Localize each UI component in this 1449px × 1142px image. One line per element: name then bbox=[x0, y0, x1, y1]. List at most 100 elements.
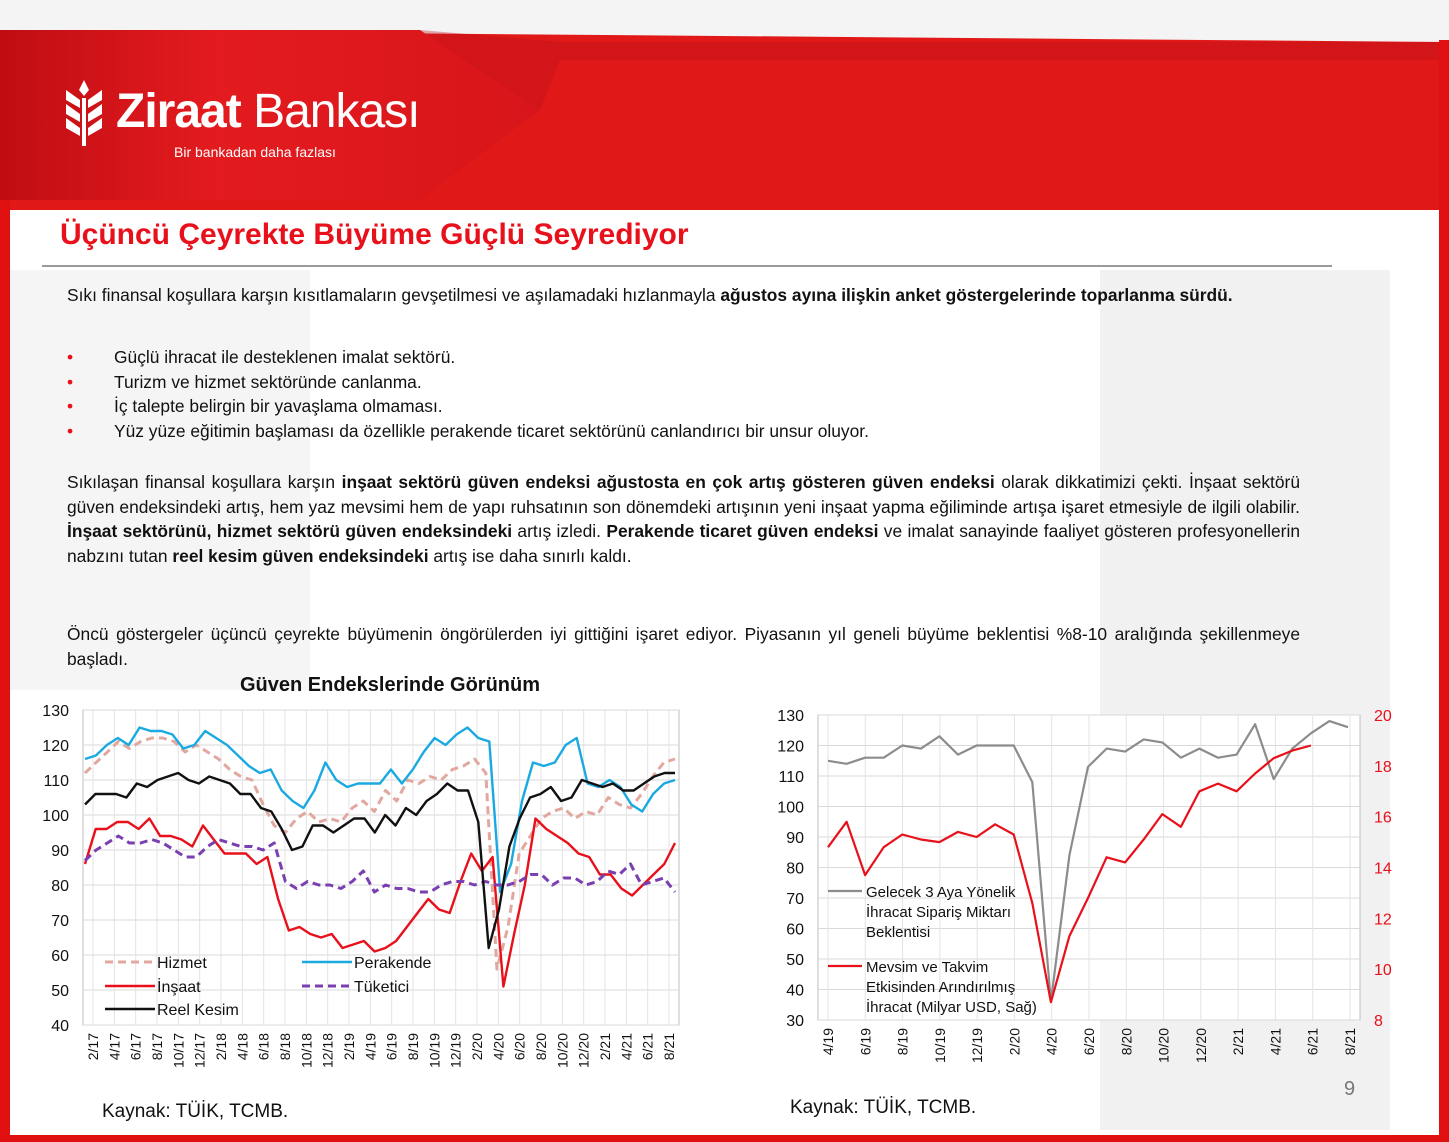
x-tick-label: 2/20 bbox=[1006, 1028, 1022, 1055]
y-right-tick-label: 12 bbox=[1374, 911, 1392, 928]
x-tick-label: 12/20 bbox=[576, 1033, 592, 1068]
y-right-tick-label: 14 bbox=[1374, 861, 1392, 878]
x-tick-label: 6/20 bbox=[512, 1033, 528, 1060]
page-title: Üçüncü Çeyrekte Büyüme Güçlü Seyrediyor bbox=[60, 218, 689, 251]
frame-bottom bbox=[0, 1134, 1449, 1142]
y-tick-label: 100 bbox=[42, 808, 69, 825]
x-tick-label: 10/18 bbox=[298, 1033, 314, 1068]
x-tick-label: 12/20 bbox=[1193, 1028, 1209, 1063]
plot-area bbox=[82, 709, 680, 1026]
y-left-tick-label: 80 bbox=[786, 861, 804, 878]
y-tick-label: 110 bbox=[43, 773, 69, 790]
y-right-tick-label: 10 bbox=[1374, 962, 1392, 979]
x-tick-label: 2/19 bbox=[341, 1033, 357, 1060]
x-tick-label: 4/20 bbox=[1044, 1028, 1060, 1055]
x-tick-label: 6/18 bbox=[256, 1033, 272, 1060]
y-tick-label: 120 bbox=[42, 738, 69, 755]
legend-label: Gelecek 3 Aya Yönelik bbox=[866, 884, 1016, 901]
construction-paragraph: Sıkılaşan finansal koşullara karşın inşa… bbox=[67, 472, 1300, 566]
x-tick-label: 8/17 bbox=[149, 1033, 165, 1060]
x-tick-label: 2/21 bbox=[597, 1033, 613, 1060]
y-tick-label: 80 bbox=[51, 878, 69, 895]
x-tick-label: 6/17 bbox=[128, 1033, 144, 1060]
y-left-tick-label: 50 bbox=[786, 952, 804, 969]
y-left-tick-label: 100 bbox=[777, 800, 804, 817]
x-tick-label: 8/18 bbox=[277, 1033, 293, 1060]
y-left-tick-label: 70 bbox=[786, 891, 804, 908]
x-tick-label: 4/20 bbox=[490, 1033, 506, 1060]
wheat-logo-icon bbox=[66, 80, 102, 146]
x-tick-label: 4/21 bbox=[618, 1033, 634, 1060]
left-chart-title: Güven Endekslerinde Görünüm bbox=[239, 674, 541, 696]
y-left-tick-label: 40 bbox=[786, 983, 804, 1000]
x-tick-label: 4/21 bbox=[1267, 1028, 1283, 1055]
bullet-list: Güçlü ihracat ile desteklenen imalat sek… bbox=[67, 345, 1300, 443]
title-divider bbox=[42, 265, 1332, 267]
source-left: Kaynak: TÜİK, TCMB. bbox=[102, 1101, 289, 1122]
series-line-reel-kesim bbox=[84, 771, 675, 950]
x-tick-label: 12/17 bbox=[192, 1033, 208, 1068]
x-tick-label: 10/19 bbox=[932, 1028, 948, 1063]
y-left-tick-label: 60 bbox=[786, 922, 804, 939]
y-left-tick-label: 110 bbox=[778, 769, 804, 786]
x-tick-label: 8/20 bbox=[533, 1033, 549, 1060]
x-tick-label: 8/21 bbox=[1342, 1028, 1358, 1055]
logo-wordmark: Ziraat Bankası bbox=[116, 85, 421, 138]
legend-label: Tüketici bbox=[354, 979, 409, 996]
x-tick-label: 4/17 bbox=[106, 1033, 122, 1060]
y-left-tick-label: 120 bbox=[777, 739, 804, 756]
y-tick-label: 40 bbox=[51, 1018, 69, 1035]
y-tick-label: 60 bbox=[51, 948, 69, 965]
legend-label: İhracat (Milyar USD, Sağ) bbox=[866, 998, 1037, 1016]
y-left-tick-label: 30 bbox=[786, 1013, 804, 1030]
y-right-tick-label: 8 bbox=[1374, 1013, 1383, 1030]
x-tick-label: 2/17 bbox=[85, 1033, 101, 1060]
x-tick-label: 12/19 bbox=[969, 1028, 985, 1063]
y-left-tick-label: 90 bbox=[786, 830, 804, 847]
header-band bbox=[0, 0, 1449, 210]
page-number: 9 bbox=[1344, 1078, 1356, 1100]
x-tick-label: 2/18 bbox=[213, 1033, 229, 1060]
bullet-item: Yüz yüze eğitimin başlaması da özellikle… bbox=[67, 419, 1300, 444]
x-tick-label: 12/19 bbox=[448, 1033, 464, 1068]
frame-right bbox=[1439, 40, 1449, 1142]
y-right-tick-label: 18 bbox=[1374, 759, 1392, 776]
legend-label: Reel Kesim bbox=[157, 1002, 239, 1019]
bullet-item: Güçlü ihracat ile desteklenen imalat sek… bbox=[67, 345, 1300, 370]
logo-tagline: Bir bankadan daha fazlası bbox=[174, 144, 336, 160]
legend-label: Hizmet bbox=[157, 955, 207, 972]
x-tick-label: 4/19 bbox=[820, 1028, 836, 1055]
legend-label: İhracat Sipariş Miktarı bbox=[866, 903, 1011, 921]
leading-indicators-paragraph: Öncü göstergeler üçüncü çeyrekte büyümen… bbox=[67, 624, 1300, 669]
series-line-exports bbox=[827, 744, 1312, 1004]
intro-paragraph: Sıkı finansal koşullara karşın kısıtlama… bbox=[67, 285, 1233, 305]
y-tick-label: 50 bbox=[51, 983, 69, 1000]
legend-label: Beklentisi bbox=[866, 924, 930, 941]
bullet-item: Turizm ve hizmet sektöründe canlanma. bbox=[67, 370, 1300, 395]
series-line-i-nşaat bbox=[83, 817, 677, 988]
x-tick-label: 4/18 bbox=[234, 1033, 250, 1060]
legend-label: İnşaat bbox=[157, 977, 201, 996]
series-line-hizmet bbox=[83, 736, 676, 971]
y-left-tick-label: 130 bbox=[777, 708, 804, 725]
y-tick-label: 70 bbox=[51, 913, 69, 930]
x-tick-label: 10/17 bbox=[170, 1033, 186, 1068]
x-tick-label: 2/21 bbox=[1230, 1028, 1246, 1055]
x-tick-label: 6/19 bbox=[384, 1033, 400, 1060]
x-tick-label: 2/20 bbox=[469, 1033, 485, 1060]
y-tick-label: 130 bbox=[42, 703, 69, 720]
x-tick-label: 10/20 bbox=[554, 1033, 570, 1068]
source-right: Kaynak: TÜİK, TCMB. bbox=[790, 1097, 977, 1118]
y-right-tick-label: 20 bbox=[1374, 708, 1392, 725]
series-line-tüketici bbox=[83, 834, 677, 894]
frame-left bbox=[0, 200, 10, 1142]
x-tick-label: 6/21 bbox=[1305, 1028, 1321, 1055]
legend-label: Etkisinden Arındırılmış bbox=[866, 979, 1015, 996]
x-tick-label: 10/19 bbox=[426, 1033, 442, 1068]
confidence-indices-chart: 40 50 60 70 80 90 100 110 120 130 2/17 4/17 6/17 8/17… bbox=[42, 703, 680, 1068]
x-tick-label: 6/20 bbox=[1081, 1028, 1097, 1055]
series-line-export-orders bbox=[827, 720, 1349, 1003]
x-tick-label: 8/21 bbox=[661, 1033, 677, 1060]
x-tick-label: 8/20 bbox=[1118, 1028, 1134, 1055]
